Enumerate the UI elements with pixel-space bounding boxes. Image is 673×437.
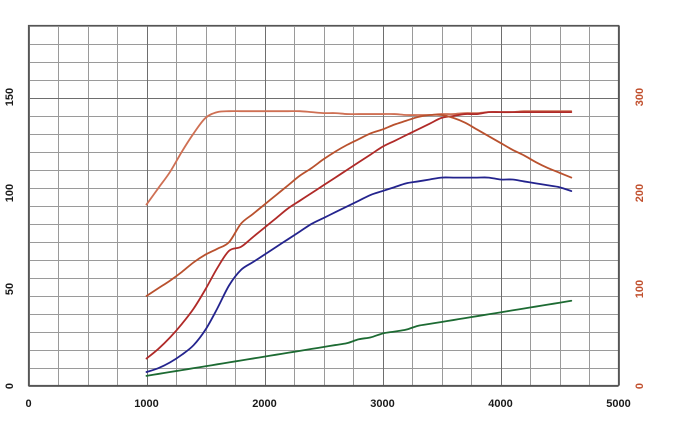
series-lines: [145, 110, 573, 377]
minor-gridlines: [28, 25, 619, 386]
bottom-tick-5000: 5000: [606, 397, 631, 410]
bottom-tick-0: 0: [25, 397, 32, 410]
series-line-secondary-green: [145, 299, 573, 377]
bottom-tick-1000: 1000: [134, 397, 159, 410]
bottom-tick-3000: 3000: [370, 397, 395, 410]
left-tick-0: 0: [3, 382, 16, 389]
bottom-tick-2000: 2000: [252, 397, 277, 410]
bottom-tick-4000: 4000: [488, 397, 513, 410]
right-tick-0: 0: [633, 382, 646, 389]
right-tick-100: 100: [633, 280, 646, 299]
left-tick-50: 50: [3, 283, 16, 296]
plot-frame: [27, 24, 620, 387]
right-tick-200: 200: [633, 183, 646, 203]
right-tick-300: 300: [633, 87, 646, 106]
series-line-power-tuned: [145, 111, 573, 360]
series-line-power-stock: [145, 176, 573, 373]
left-tick-150: 150: [3, 87, 16, 106]
left-tick-100: 100: [3, 183, 16, 203]
series-line-torque-stock: [145, 113, 573, 297]
major-gridlines: [28, 25, 621, 388]
